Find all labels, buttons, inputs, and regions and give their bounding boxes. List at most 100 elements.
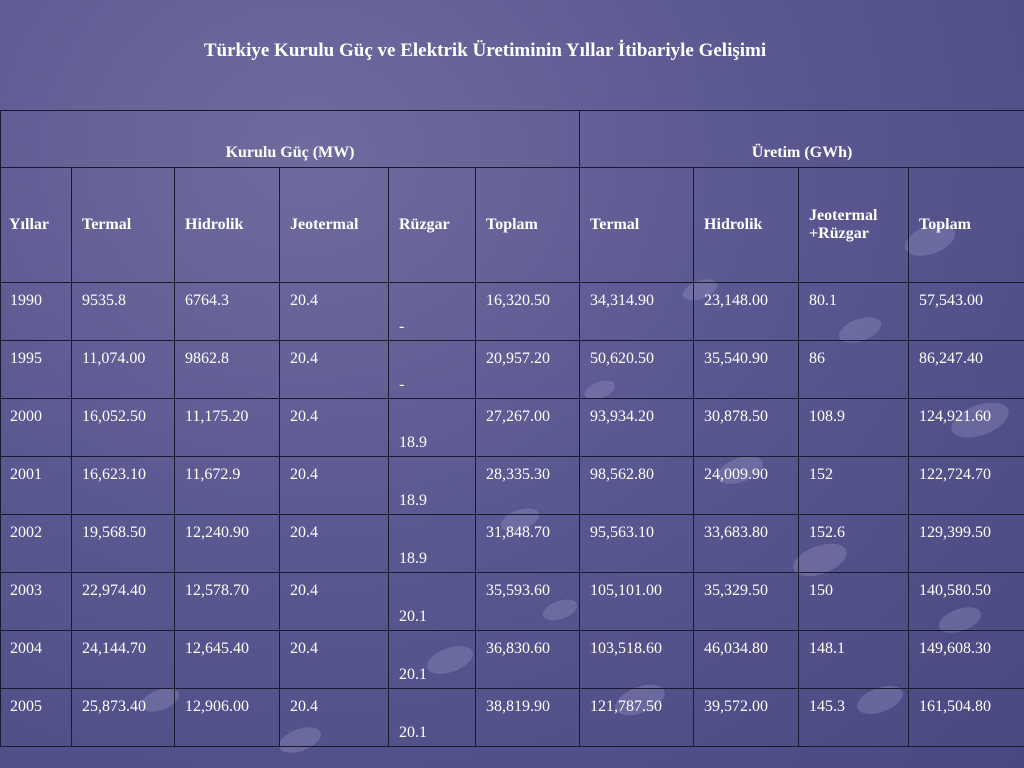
table-cell: 124,921.60 [908, 398, 1024, 457]
table-cell: 150 [798, 572, 910, 631]
table-cell: 20.1 [388, 688, 476, 747]
table-row: 1995 11,074.00 9862.8 20.4-20,957.20 50,620.… [0, 340, 1024, 399]
table-cell: 86 [798, 340, 910, 399]
table-cell: 98,562.80 [579, 456, 695, 515]
table-cell: 20.1 [388, 572, 476, 631]
data-table: Kurulu Güç (MW) Üretim (GWh) Yıllar Term… [0, 110, 1024, 747]
table-cell: 152.6 [798, 514, 910, 573]
group-installed-capacity: Kurulu Güç (MW) [0, 110, 581, 168]
column-header-row: Yıllar Termal Hidrolik Jeotermal Rüzgar … [0, 167, 1024, 283]
table-cell: 145.3 [798, 688, 910, 747]
table-cell: 50,620.50 [579, 340, 695, 399]
table-cell: 28,335.30 [474, 456, 581, 515]
group-header-row: Kurulu Güç (MW) Üretim (GWh) [0, 110, 1024, 168]
table-cell: 2005 [0, 688, 72, 747]
column-header: Jeotermal +Rüzgar [798, 167, 910, 283]
table-cell: 12,906.00 [174, 688, 280, 747]
table-cell: 2002 [0, 514, 72, 573]
table-cell: 122,724.70 [908, 456, 1024, 515]
table-cell: - [388, 282, 476, 341]
column-header: Hidrolik [174, 167, 280, 283]
table-row: 2004 24,144.70 12,645.40 20.4 20.1 36,830.60 1… [0, 630, 1024, 689]
table-cell: 1990 [0, 282, 72, 341]
table-cell: 46,034.80 [693, 630, 800, 689]
table-cell: 20.4 [279, 456, 389, 515]
column-header: Termal [71, 167, 175, 283]
table-cell: 148.1 [798, 630, 910, 689]
table-cell: 30,878.50 [693, 398, 800, 457]
table-cell: 34,314.90 [579, 282, 695, 341]
table-row: 1990 9535.8 6764.3 20.4-16,320.50 34,314.90 2… [0, 282, 1024, 341]
table-cell: 36,830.60 [474, 630, 581, 689]
table-cell: 18.9 [388, 456, 476, 515]
table-cell: 11,074.00 [71, 340, 175, 399]
table-cell: 12,645.40 [174, 630, 280, 689]
table-body: 1990 9535.8 6764.3 20.4-16,320.50 34,314.90 2… [0, 282, 1024, 747]
table-cell: 18.9 [388, 514, 476, 573]
table-cell: 93,934.20 [579, 398, 695, 457]
table-cell: 11,672.9 [174, 456, 280, 515]
table-row: 2002 19,568.50 12,240.90 20.4 18.9 31,848.70 9… [0, 514, 1024, 573]
table-cell: - [388, 340, 476, 399]
table-cell: 20.4 [279, 398, 389, 457]
table-cell: 2000 [0, 398, 72, 457]
table-cell: 19,568.50 [71, 514, 175, 573]
table-cell: 16,052.50 [71, 398, 175, 457]
table-cell: 25,873.40 [71, 688, 175, 747]
page-title: Türkiye Kurulu Güç ve Elektrik Üretimini… [203, 40, 767, 61]
group-production: Üretim (GWh) [579, 110, 1024, 168]
table-cell: 35,593.60 [474, 572, 581, 631]
table-cell: 12,240.90 [174, 514, 280, 573]
table-cell: 20.4 [279, 572, 389, 631]
column-header: Termal [579, 167, 695, 283]
table-cell: 152 [798, 456, 910, 515]
table-cell: 18.9 [388, 398, 476, 457]
table-cell: 20.4 [279, 340, 389, 399]
table-cell: 80.1 [798, 282, 910, 341]
table-cell: 38,819.90 [474, 688, 581, 747]
table-cell: 11,175.20 [174, 398, 280, 457]
table-cell: 2003 [0, 572, 72, 631]
table-cell: 24,144.70 [71, 630, 175, 689]
column-header: Yıllar [0, 167, 72, 283]
table-cell: 129,399.50 [908, 514, 1024, 573]
table-cell: 161,504.80 [908, 688, 1024, 747]
table-cell: 23,148.00 [693, 282, 800, 341]
table-cell: 95,563.10 [579, 514, 695, 573]
table-cell: 35,540.90 [693, 340, 800, 399]
table-row: 2003 22,974.40 12,578.70 20.4 20.1 35,593.60 1… [0, 572, 1024, 631]
table-cell: 16,623.10 [71, 456, 175, 515]
table-cell: 20.4 [279, 688, 389, 747]
table-cell: 2004 [0, 630, 72, 689]
table-cell: 121,787.50 [579, 688, 695, 747]
table-cell: 57,543.00 [908, 282, 1024, 341]
table-cell: 20.4 [279, 514, 389, 573]
table-cell: 22,974.40 [71, 572, 175, 631]
table-cell: 86,247.40 [908, 340, 1024, 399]
table-cell: 140,580.50 [908, 572, 1024, 631]
table-cell: 2001 [0, 456, 72, 515]
table-cell: 24,009.90 [693, 456, 800, 515]
table-row: 2005 25,873.40 12,906.00 20.4 20.1 38,819.90 1… [0, 688, 1024, 747]
table-cell: 12,578.70 [174, 572, 280, 631]
table-cell: 35,329.50 [693, 572, 800, 631]
table-cell: 149,608.30 [908, 630, 1024, 689]
table-cell: 27,267.00 [474, 398, 581, 457]
column-header: Rüzgar [388, 167, 476, 283]
table-cell: 103,518.60 [579, 630, 695, 689]
column-header: Toplam [908, 167, 1024, 283]
table-cell: 105,101.00 [579, 572, 695, 631]
column-header: Hidrolik [693, 167, 800, 283]
column-header: Toplam [474, 167, 581, 283]
table-cell: 9862.8 [174, 340, 280, 399]
table-cell: 1995 [0, 340, 72, 399]
table-cell: 33,683.80 [693, 514, 800, 573]
table-cell: 20,957.20 [474, 340, 581, 399]
table-row: 2001 16,623.10 11,672.9 20.4 18.9 28,335.30 98… [0, 456, 1024, 515]
table-cell: 6764.3 [174, 282, 280, 341]
table-cell: 16,320.50 [474, 282, 581, 341]
column-header: Jeotermal [279, 167, 389, 283]
table-cell: 20.4 [279, 282, 389, 341]
table-cell: 31,848.70 [474, 514, 581, 573]
table-cell: 39,572.00 [693, 688, 800, 747]
